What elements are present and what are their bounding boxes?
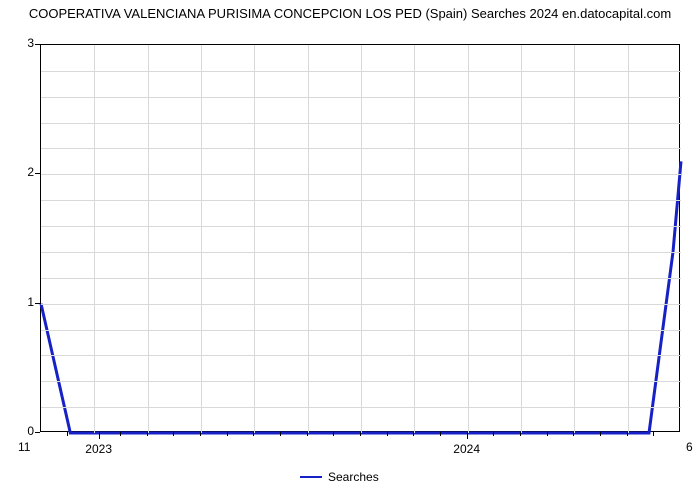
y-tick-label: 1	[18, 295, 34, 309]
corner-bottom-left: 11	[18, 440, 30, 454]
x-tick-minor	[280, 432, 281, 436]
grid-h	[41, 304, 681, 305]
x-tick-minor	[547, 432, 548, 436]
grid-h	[41, 381, 681, 382]
grid-h	[41, 252, 681, 253]
x-tick-minor	[253, 432, 254, 436]
x-tick-minor	[173, 432, 174, 436]
x-tick-minor	[600, 432, 601, 436]
x-tick-minor	[120, 432, 121, 436]
x-tick-minor	[440, 432, 441, 436]
grid-h	[41, 330, 681, 331]
grid-v	[148, 45, 149, 433]
grid-v	[94, 45, 95, 433]
x-tick-minor	[307, 432, 308, 436]
x-tick-minor	[573, 432, 574, 436]
y-tick-label: 0	[18, 424, 34, 438]
grid-h	[41, 123, 681, 124]
x-tick-minor	[653, 432, 654, 436]
y-tick-mark	[35, 303, 40, 304]
grid-h	[41, 71, 681, 72]
x-tick-minor	[200, 432, 201, 436]
x-tick-mark	[467, 432, 468, 439]
grid-v	[414, 45, 415, 433]
plot-area	[40, 44, 680, 432]
y-tick-label: 3	[18, 36, 34, 50]
grid-v	[308, 45, 309, 433]
legend-swatch	[300, 476, 322, 478]
grid-h	[41, 407, 681, 408]
grid-h	[41, 174, 681, 175]
grid-v	[468, 45, 469, 433]
x-tick-minor	[333, 432, 334, 436]
grid-v	[254, 45, 255, 433]
grid-v	[201, 45, 202, 433]
grid-v	[574, 45, 575, 433]
grid-v	[361, 45, 362, 433]
x-tick-minor	[413, 432, 414, 436]
x-tick-mark	[99, 432, 100, 439]
y-tick-mark	[35, 44, 40, 45]
x-tick-label: 2023	[69, 442, 129, 456]
x-tick-minor	[493, 432, 494, 436]
x-tick-label: 2024	[437, 442, 497, 456]
chart-container: COOPERATIVA VALENCIANA PURISIMA CONCEPCI…	[0, 0, 700, 500]
legend: Searches	[300, 470, 379, 484]
grid-v	[628, 45, 629, 433]
x-tick-minor	[147, 432, 148, 436]
x-tick-minor	[227, 432, 228, 436]
grid-h	[41, 148, 681, 149]
y-tick-label: 2	[18, 165, 34, 179]
legend-label: Searches	[328, 470, 379, 484]
grid-h	[41, 200, 681, 201]
grid-h	[41, 355, 681, 356]
grid-h	[41, 278, 681, 279]
grid-h	[41, 97, 681, 98]
chart-title: COOPERATIVA VALENCIANA PURISIMA CONCEPCI…	[0, 6, 700, 22]
x-tick-minor	[387, 432, 388, 436]
y-tick-mark	[35, 173, 40, 174]
corner-bottom-right: 6	[686, 440, 693, 454]
x-tick-minor	[67, 432, 68, 436]
x-tick-minor	[520, 432, 521, 436]
grid-v	[521, 45, 522, 433]
y-tick-mark	[35, 432, 40, 433]
x-tick-minor	[627, 432, 628, 436]
grid-h	[41, 226, 681, 227]
x-tick-minor	[360, 432, 361, 436]
